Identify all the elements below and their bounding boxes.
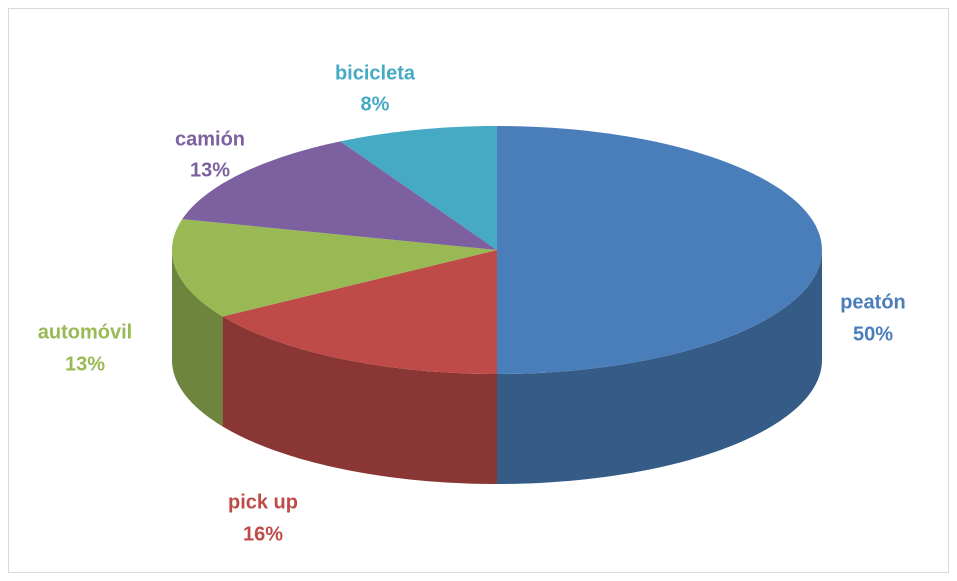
slice [182, 141, 497, 250]
slice-name: peatón [840, 291, 906, 313]
slice-side [172, 250, 223, 427]
slice-name: bicicleta [335, 62, 416, 84]
slice [222, 250, 497, 374]
slice-value: 13% [190, 159, 230, 181]
slice [340, 126, 497, 250]
slice [497, 126, 822, 374]
pie [172, 126, 822, 484]
slice-side [222, 316, 497, 484]
slice [172, 219, 497, 317]
slice-value: 13% [65, 353, 105, 375]
slice-value: 16% [243, 523, 283, 545]
slice-name: pick up [228, 491, 298, 513]
slice-side [497, 250, 822, 484]
slice-value: 50% [853, 323, 893, 345]
slice-name: camión [175, 128, 245, 150]
slice-value: 8% [361, 93, 390, 115]
slice-name: automóvil [38, 321, 132, 343]
